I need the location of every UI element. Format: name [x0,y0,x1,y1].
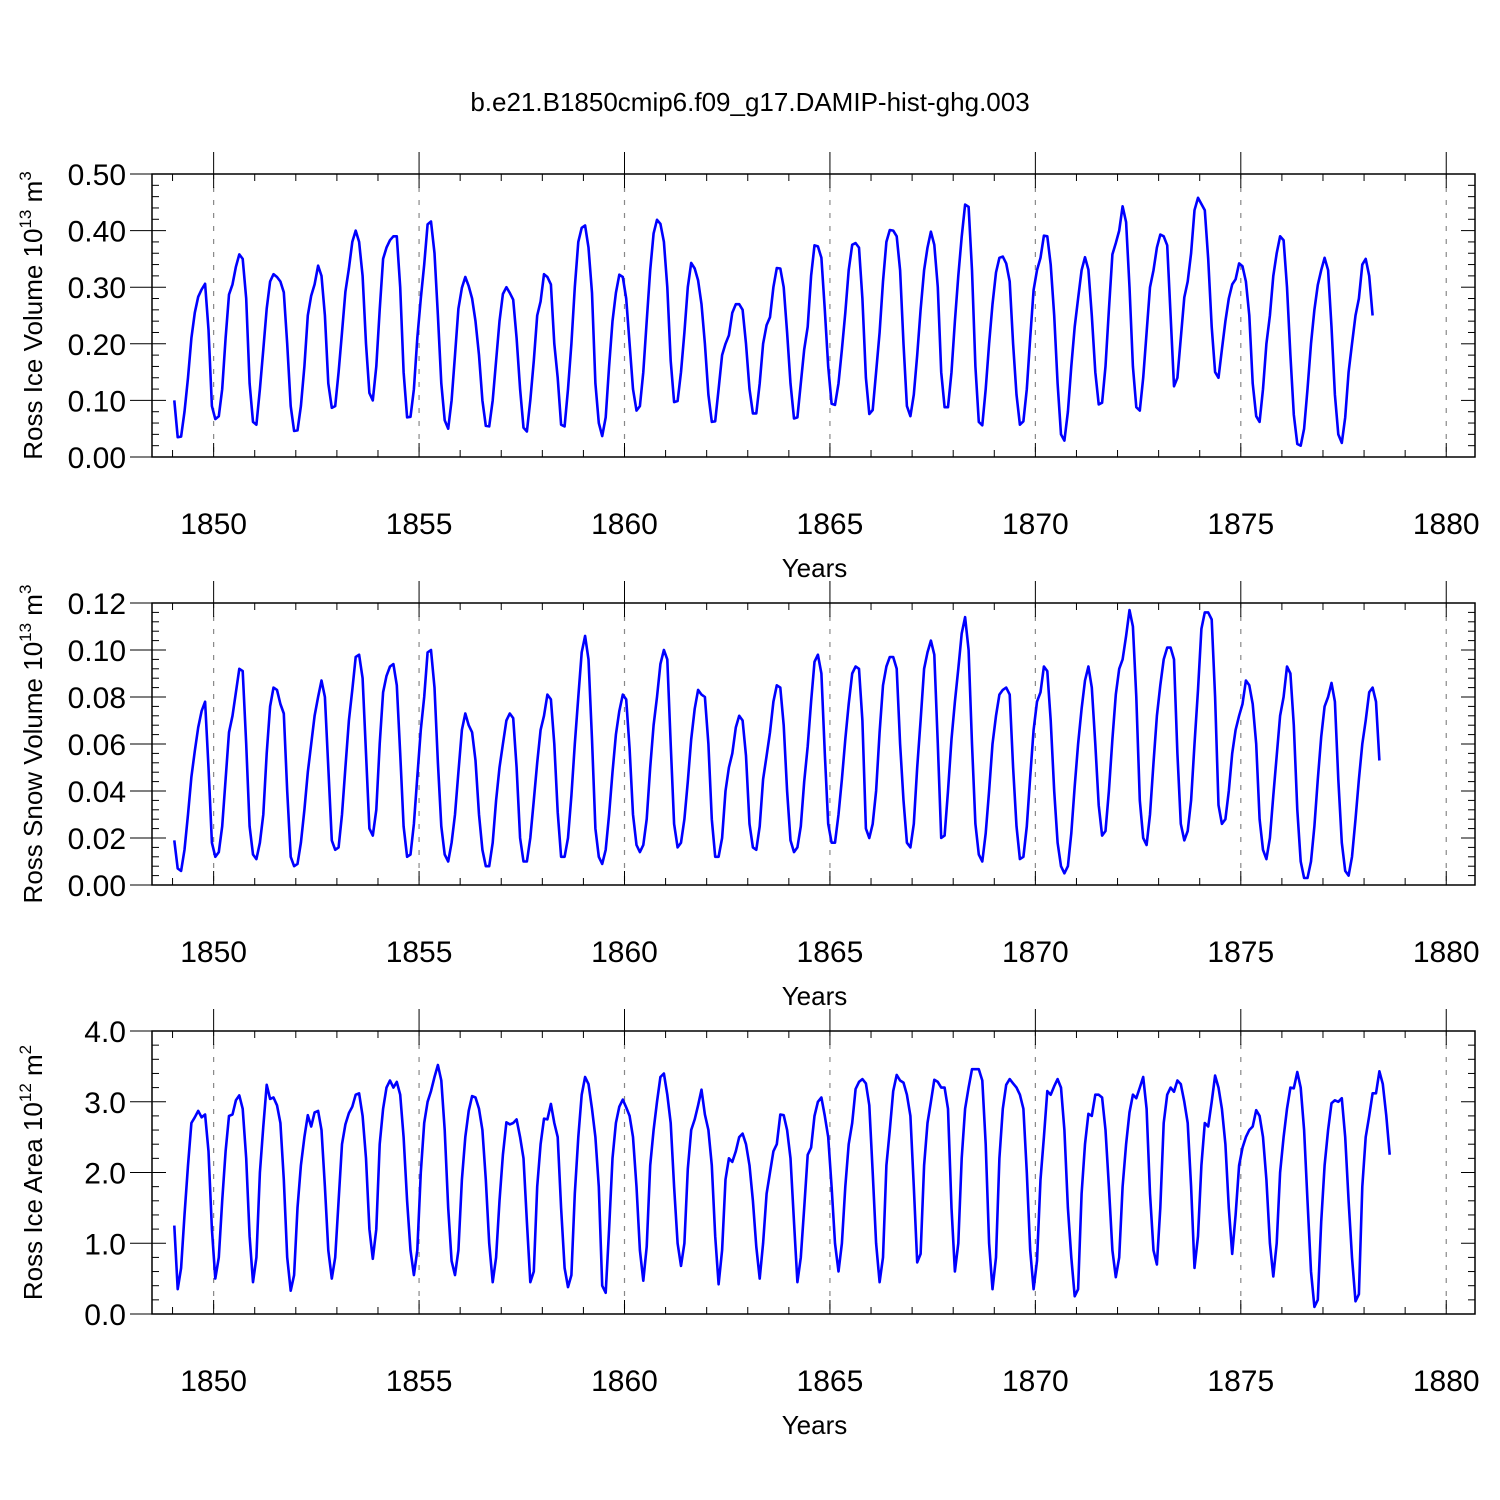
x-axis-label: Years [782,553,848,583]
x-tick-label: 1875 [1207,936,1274,969]
series-line-ross-ice-volume [173,196,1374,448]
x-axis-label: Years [782,1410,848,1440]
panel-3: 0.0 1.0 2.0 3.0 4.0 1850 1855 1860 1865 1870 1875 1… [16,1009,1480,1440]
x-tick-label: 1870 [1002,508,1069,541]
series-line-ross-ice-area [173,1063,1391,1309]
y-tick-label: 0.04 [68,776,126,809]
y-tick-label: 0.0 [84,1299,126,1332]
y-tick-label: 0.12 [68,588,126,621]
y-tick-label: 0.20 [68,329,126,362]
x-tick-label: 1880 [1413,1365,1480,1398]
x-tick-label: 1880 [1413,936,1480,969]
plot-frame [151,1030,1476,1315]
x-axis-label: Years [782,981,848,1011]
x-tick-label: 1875 [1207,508,1274,541]
y-tick-label: 0.00 [68,870,126,903]
x-tick-label: 1850 [180,1365,247,1398]
y-axis-label: Ross Ice Area 1012 m2 [16,1045,48,1300]
panel-1: 0.00 0.10 0.20 0.30 0.40 0.50 1850 1855 1860 1865… [16,152,1480,583]
y-axis-label: Ross Snow Volume 1013 m3 [16,585,48,904]
y-tick-label: 0.30 [68,272,126,305]
y-tick-label: 4.0 [84,1016,126,1049]
chart-title: b.e21.B1850cmip6.f09_g17.DAMIP-hist-ghg.… [470,87,1029,117]
x-tick-label: 1860 [591,508,658,541]
y-tick-label: 0.06 [68,729,126,762]
y-tick-label: 0.08 [68,682,126,715]
x-tick-label: 1875 [1207,1365,1274,1398]
x-tick-label: 1850 [180,936,247,969]
x-tick-label: 1880 [1413,508,1480,541]
x-tick-label: 1870 [1002,936,1069,969]
y-tick-label: 0.10 [68,385,126,418]
plot-frame [151,173,1476,458]
x-tick-label: 1855 [386,1365,453,1398]
y-tick-label: 0.02 [68,823,126,856]
x-tick-label: 1855 [386,508,453,541]
y-tick-label: 3.0 [84,1087,126,1120]
y-tick-label: 2.0 [84,1158,126,1191]
x-tick-label: 1865 [797,1365,864,1398]
series-line-ross-snow-volume [173,608,1381,880]
x-tick-label: 1865 [797,508,864,541]
y-tick-label: 0.10 [68,635,126,668]
y-axis-label: Ross Ice Volume 1013 m3 [16,171,48,460]
x-tick-label: 1860 [591,936,658,969]
x-tick-label: 1870 [1002,1365,1069,1398]
panel-2: 0.00 0.02 0.04 0.06 0.08 0.10 0.12 1850 1855 1860… [16,581,1480,1011]
y-tick-label: 0.50 [68,159,126,192]
y-tick-label: 0.40 [68,216,126,249]
x-tick-label: 1850 [180,508,247,541]
y-tick-label: 1.0 [84,1228,126,1261]
y-tick-label: 0.00 [68,442,126,475]
x-tick-label: 1855 [386,936,453,969]
x-tick-label: 1860 [591,1365,658,1398]
x-tick-label: 1865 [797,936,864,969]
